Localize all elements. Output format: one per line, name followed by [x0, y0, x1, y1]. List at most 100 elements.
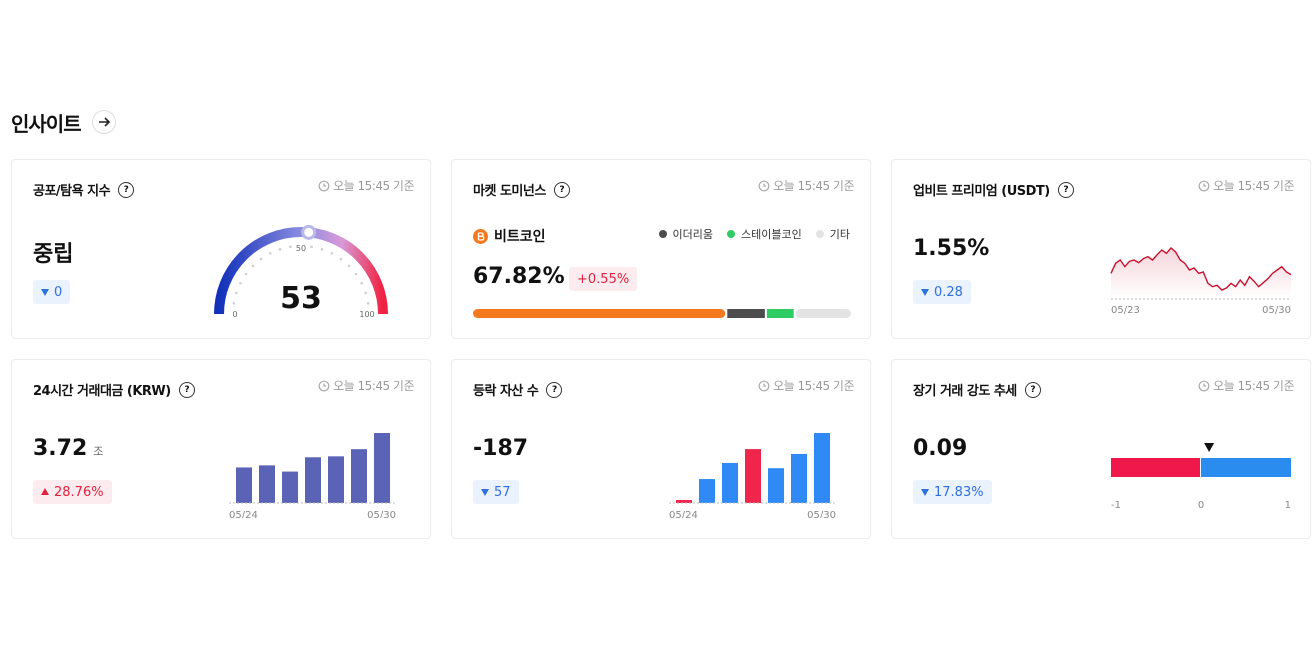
- change-text: 17.83%: [934, 484, 984, 500]
- clock-face: [1198, 180, 1210, 191]
- change-text: 0: [54, 284, 63, 300]
- triangle-icon: [921, 289, 929, 296]
- triangle-icon: [41, 289, 49, 296]
- gauge-dot: [244, 272, 248, 276]
- more-button[interactable]: [92, 110, 116, 134]
- section-title: 인사이트: [11, 112, 82, 136]
- gauge-dot: [259, 257, 263, 261]
- legend-swatch: [727, 230, 736, 238]
- card-title-row: 장기 거래 강도 추세?: [913, 380, 1041, 399]
- legend-item: 기타: [815, 226, 850, 242]
- updated-text: 오늘 15:45 기준: [333, 379, 414, 393]
- updated-time: 오늘 15:45 기준: [758, 177, 854, 194]
- gauge-dot: [232, 302, 236, 305]
- gauge-dot: [339, 257, 343, 261]
- gauge-dot: [360, 281, 363, 285]
- meter-positive: [1201, 458, 1291, 477]
- help-icon[interactable]: ?: [546, 381, 563, 398]
- coin-name: 비트코인: [473, 226, 546, 246]
- help-icon[interactable]: ?: [118, 181, 135, 198]
- updated-text: 오늘 15:45 기준: [1213, 179, 1294, 193]
- help-icon[interactable]: ?: [178, 381, 195, 398]
- triangle: [481, 489, 489, 496]
- gauge-dot: [320, 248, 324, 251]
- legend-item: 이더리움: [658, 226, 714, 242]
- dominance-segment: [473, 309, 726, 318]
- gauge-dot: [364, 291, 367, 295]
- insight-card[interactable]: 등락 자산 수? 오늘 15:45 기준 57 -187 05/24 05/30: [451, 359, 871, 539]
- insight-card[interactable]: 24시간 거래대금 (KRW)? 오늘 15:45 기준 28.76% 3.72 조 05…: [11, 359, 431, 539]
- help-icon[interactable]: ?: [1057, 181, 1074, 198]
- card-title-row: 마켓 도미넌스?: [473, 180, 570, 199]
- legend-swatch: [658, 230, 667, 238]
- dominance-segment: [727, 309, 765, 318]
- dominance-bar: [473, 309, 851, 318]
- updated-time: 오늘 15:45 기준: [318, 377, 414, 394]
- clock-face: [1198, 380, 1210, 391]
- x-label: 05/23: [1111, 305, 1140, 316]
- premium-area: [1111, 248, 1291, 299]
- clock-icon: [1198, 380, 1210, 391]
- premium-chart: 05/23 05/30: [1110, 247, 1292, 316]
- arrow-icon: [99, 117, 111, 127]
- gauge-arc: [214, 227, 388, 315]
- clock-hand: [763, 183, 767, 187]
- updated-text: 오늘 15:45 기준: [773, 379, 854, 393]
- clock-icon: [1198, 180, 1210, 191]
- clock-hand: [1203, 383, 1207, 387]
- updated-time: 오늘 15:45 기준: [318, 177, 414, 194]
- triangle: [921, 489, 929, 496]
- insight-card[interactable]: 장기 거래 강도 추세? 오늘 15:45 기준 17.83% 0.09 -1 0 1: [891, 359, 1311, 539]
- main-number: -187: [473, 436, 529, 461]
- insight-card[interactable]: 마켓 도미넌스? 오늘 15:45 기준 +0.55% 비트코인 67.82% 이더리움 스…: [451, 159, 871, 339]
- clock-face: [758, 180, 770, 191]
- help-icon[interactable]: ?: [553, 181, 570, 198]
- triangle-icon: [41, 488, 49, 495]
- bar: [374, 433, 390, 503]
- meter-negative: [1111, 458, 1200, 477]
- insight-card[interactable]: 업비트 프리미엄 (USDT)? 오늘 15:45 기준 0.28 1.55% 05/2…: [891, 159, 1311, 339]
- main-value: -187: [473, 436, 528, 461]
- triangle: [41, 488, 49, 495]
- x-label: 05/24: [669, 510, 698, 518]
- clock-icon: [318, 380, 330, 391]
- bar: [305, 457, 321, 503]
- meter-tick-label: 0: [1198, 500, 1204, 510]
- clock-hand: [763, 383, 767, 387]
- card-title-row: 공포/탐욕 지수?: [33, 180, 135, 199]
- clock-hand: [323, 183, 327, 187]
- bar-chart: 05/24 05/30: [669, 433, 836, 518]
- clock-icon: [758, 180, 770, 191]
- bar: [328, 456, 344, 503]
- gauge-tick-label: 50: [296, 244, 306, 253]
- clock-icon: [318, 180, 330, 191]
- clock-face: [318, 380, 330, 391]
- card-title-row: 업비트 프리미엄 (USDT)?: [913, 180, 1074, 199]
- change-text: 0.28: [934, 284, 963, 300]
- clock-face: [758, 380, 770, 391]
- triangle-icon: [921, 489, 929, 496]
- gauge-value: 53: [280, 281, 322, 316]
- card-title: 등락 자산 수: [473, 384, 539, 399]
- change-text: 57: [494, 484, 511, 500]
- x-label: 05/24: [229, 510, 258, 518]
- legend-item: 스테이블코인: [727, 226, 802, 242]
- main-value: 0.09: [913, 436, 968, 461]
- change-text: +0.55%: [577, 271, 630, 287]
- legend-swatch: [815, 230, 824, 238]
- help-icon[interactable]: ?: [1024, 381, 1041, 398]
- dominance-segment: [795, 309, 851, 318]
- legend: 이더리움 스테이블코인 기타: [658, 226, 850, 242]
- gauge-dot: [347, 264, 351, 268]
- main-value: 1.55%: [913, 236, 990, 261]
- gauge-dot: [310, 245, 313, 249]
- coin-label: 비트코인: [494, 229, 546, 245]
- change-badge: 0: [33, 280, 71, 304]
- insight-card[interactable]: 공포/탐욕 지수? 오늘 15:45 기준 0 중립 0 50 100 53: [11, 159, 431, 339]
- change-text: 28.76%: [54, 484, 104, 500]
- legend-label: 이더리움: [672, 228, 714, 241]
- bar: [259, 465, 275, 503]
- updated-time: 오늘 15:45 기준: [758, 377, 854, 394]
- x-label: 05/30: [807, 510, 836, 518]
